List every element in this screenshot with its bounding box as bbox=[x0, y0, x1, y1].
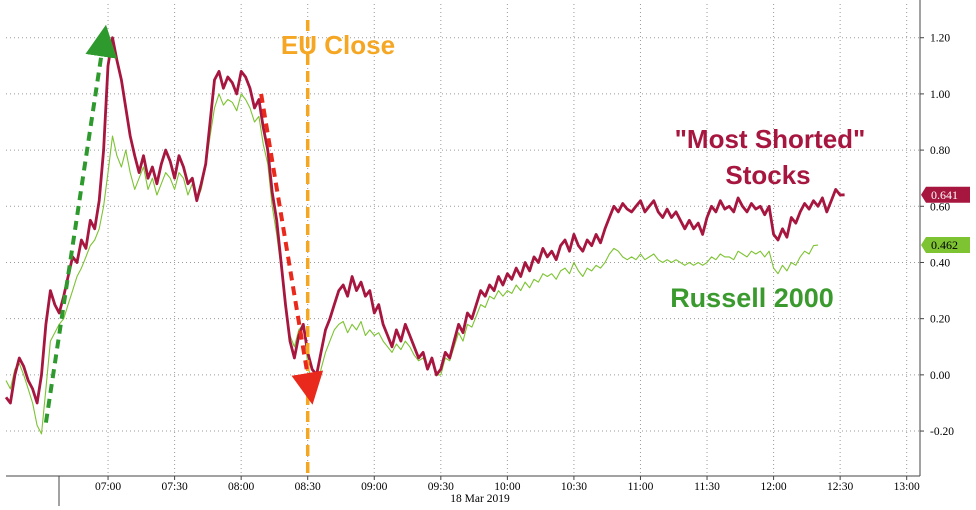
tag-background bbox=[921, 186, 970, 203]
red-selloff-arrow bbox=[259, 93, 324, 405]
russell-2000-label: Russell 2000 bbox=[670, 283, 834, 313]
x-tick-label: 08:00 bbox=[228, 481, 254, 493]
last-value-tag-russell-2000: 0.462 bbox=[921, 237, 970, 254]
x-tick-label: 08:30 bbox=[295, 481, 321, 493]
y-tick-label: 1.20 bbox=[930, 33, 950, 45]
y-tick-label: 0.40 bbox=[930, 257, 950, 269]
stocks-label: Stocks bbox=[725, 160, 810, 190]
x-tick-label: 12:00 bbox=[760, 481, 786, 493]
green-rally-arrow bbox=[43, 24, 118, 423]
y-tick-label: 1.00 bbox=[930, 89, 950, 101]
series-line-russell-2000 bbox=[5, 93, 819, 435]
y-tick-label: -0.20 bbox=[930, 426, 954, 438]
x-axis-date-label: 18 Mar 2019 bbox=[450, 493, 510, 505]
y-tick-label: 0.00 bbox=[930, 370, 950, 382]
axes bbox=[6, 0, 921, 506]
x-tick-label: 12:30 bbox=[827, 481, 853, 493]
gridlines bbox=[6, 4, 920, 476]
last-value-tag-most-shorted: 0.641 bbox=[921, 186, 970, 203]
series-lines bbox=[4, 36, 845, 435]
x-tick-label: 07:30 bbox=[162, 481, 188, 493]
eu-close-label: EU Close bbox=[281, 30, 395, 60]
x-tick-label: 13:00 bbox=[894, 481, 920, 493]
x-tick-label: 07:00 bbox=[95, 481, 121, 493]
tag-value: 0.462 bbox=[931, 238, 958, 252]
most-shorted-label: "Most Shorted" bbox=[675, 124, 866, 154]
x-tick-label: 11:00 bbox=[628, 481, 654, 493]
trend-arrows bbox=[43, 24, 324, 423]
annotations: EU Close "Most Shorted" Stocks Russell 2000 bbox=[281, 30, 865, 313]
x-tick-label: 10:30 bbox=[561, 481, 587, 493]
series-line-most-shorted bbox=[4, 36, 845, 405]
x-tick-label: 10:00 bbox=[494, 481, 520, 493]
x-tick-label: 11:30 bbox=[694, 481, 720, 493]
x-tick-label: 09:00 bbox=[361, 481, 387, 493]
y-tick-label: 0.80 bbox=[930, 145, 950, 157]
tag-background bbox=[921, 237, 970, 254]
y-tick-label: 0.60 bbox=[930, 201, 950, 213]
x-tick-label: 09:30 bbox=[428, 481, 454, 493]
tag-value: 0.641 bbox=[931, 188, 958, 202]
x-tick-labels: 07:00 07:30 08:00 08:30 09:00 09:30 10:00 10:30… bbox=[95, 476, 920, 493]
y-tick-labels: -0.20 0.00 0.20 0.40 0.60 0.80 1.00 1.20 bbox=[920, 33, 954, 438]
y-tick-label: 0.20 bbox=[930, 314, 950, 326]
last-value-tags: 0.641 0.462 bbox=[921, 186, 970, 254]
